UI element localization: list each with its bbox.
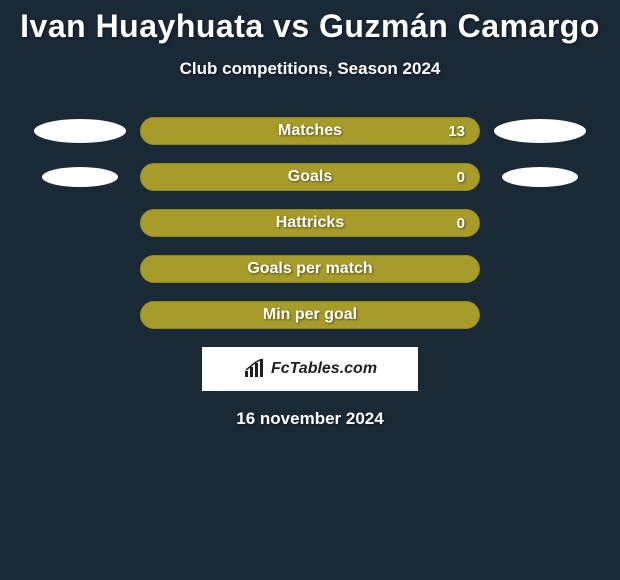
stat-row: Hattricks 0: [0, 209, 620, 237]
left-pill: [42, 167, 118, 187]
left-side: [20, 167, 140, 187]
stat-label: Hattricks: [276, 214, 344, 232]
attribution-text: FcTables.com: [271, 360, 377, 378]
comparison-widget: Ivan Huayhuata vs Guzmán Camargo Club co…: [0, 0, 620, 429]
stat-label: Goals: [288, 168, 332, 186]
stat-label: Matches: [278, 122, 342, 140]
right-side: [480, 167, 600, 187]
stat-row: Goals 0: [0, 163, 620, 191]
right-pill: [502, 167, 578, 187]
stat-bar-matches: Matches 13: [140, 117, 480, 145]
chart-icon: [243, 359, 267, 379]
attribution-badge: FcTables.com: [202, 347, 418, 391]
stat-row: Min per goal: [0, 301, 620, 329]
stat-bar-mpg: Min per goal: [140, 301, 480, 329]
date-label: 16 november 2024: [0, 409, 620, 429]
stat-bar-goals: Goals 0: [140, 163, 480, 191]
stat-row: Matches 13: [0, 117, 620, 145]
stat-label: Min per goal: [263, 306, 357, 324]
stat-value: 13: [448, 123, 465, 140]
right-side: [480, 119, 600, 143]
stats-rows: Matches 13 Goals 0 Hattricks 0: [0, 117, 620, 329]
stat-bar-hattricks: Hattricks 0: [140, 209, 480, 237]
left-pill: [34, 119, 126, 143]
stat-bar-gpm: Goals per match: [140, 255, 480, 283]
stat-row: Goals per match: [0, 255, 620, 283]
stat-value: 0: [457, 215, 465, 232]
right-pill: [494, 119, 586, 143]
page-subtitle: Club competitions, Season 2024: [0, 59, 620, 79]
stat-label: Goals per match: [247, 260, 372, 278]
left-side: [20, 119, 140, 143]
page-title: Ivan Huayhuata vs Guzmán Camargo: [0, 8, 620, 45]
stat-value: 0: [457, 169, 465, 186]
